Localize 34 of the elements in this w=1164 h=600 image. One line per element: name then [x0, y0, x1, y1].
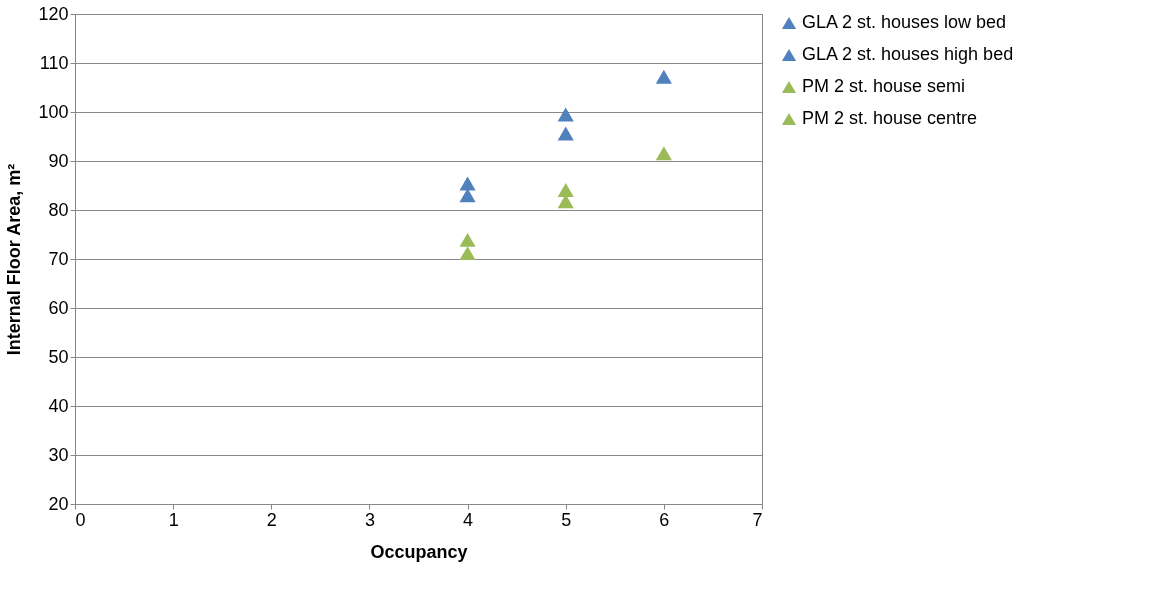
legend-label: GLA 2 st. houses low bed [802, 12, 1007, 32]
x-tick-label: 4 [463, 509, 474, 530]
x-tick-label: 3 [364, 509, 375, 530]
y-tick-label: 90 [48, 150, 69, 171]
point [459, 176, 476, 191]
y-tick-label: 80 [48, 199, 69, 220]
legend-label: PM 2 st. house centre [802, 108, 978, 128]
y-tick-label: 40 [48, 395, 69, 416]
point [655, 69, 672, 84]
x-tick-label: 5 [561, 509, 572, 530]
point [655, 146, 672, 161]
y-tick-label: 120 [38, 3, 69, 24]
x-tick-label: 2 [266, 509, 277, 530]
y-tick-label: 30 [48, 444, 69, 465]
x-tick-label: 7 [752, 509, 763, 530]
y-tick-label: 100 [38, 101, 69, 122]
legend-label: GLA 2 st. houses high bed [802, 44, 1014, 64]
y-axis-title: Internal Floor Area, m² [4, 163, 25, 356]
y-tick-label: 60 [48, 297, 69, 318]
point [459, 232, 476, 247]
point [557, 182, 574, 197]
y-tick-label: 20 [48, 493, 69, 514]
x-tick-label: 0 [75, 509, 86, 530]
point [459, 246, 476, 261]
y-tick-label: 110 [39, 52, 69, 73]
x-tick-label: 6 [659, 509, 670, 530]
point [459, 188, 476, 203]
point [557, 126, 574, 141]
y-tick-label: 50 [48, 346, 69, 367]
x-tick-label: 1 [168, 509, 179, 530]
legend-label: PM 2 st. house semi [802, 76, 966, 96]
point [557, 107, 574, 122]
x-axis-title: Occupancy [370, 541, 468, 562]
y-tick-label: 70 [48, 248, 69, 269]
